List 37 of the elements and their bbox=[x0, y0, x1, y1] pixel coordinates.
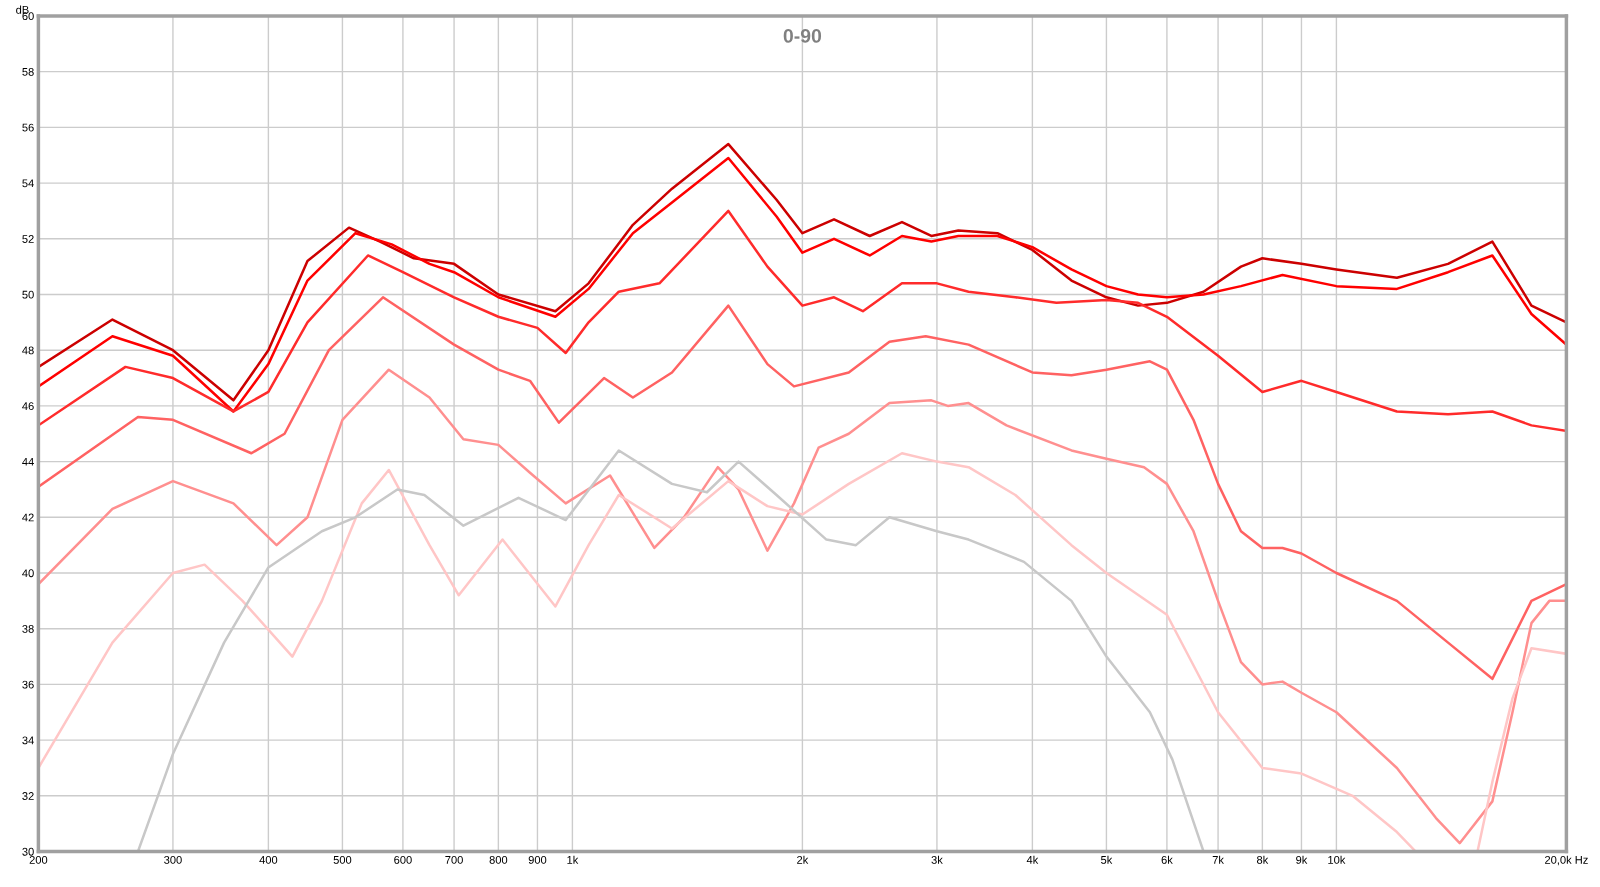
y-tick-label: 48 bbox=[22, 346, 34, 355]
y-tick-label: 50 bbox=[22, 290, 34, 299]
x-tick-label: 8k bbox=[1256, 855, 1269, 864]
y-tick-label: 40 bbox=[22, 569, 34, 578]
y-tick-label: 44 bbox=[22, 457, 34, 466]
y-axis-title: dB bbox=[16, 5, 29, 14]
x-tick-label: 1k bbox=[567, 855, 579, 864]
y-tick-label: 54 bbox=[22, 179, 34, 188]
x-tick-label: 3k bbox=[931, 855, 943, 864]
x-tick-label: 5k bbox=[1101, 855, 1113, 864]
y-tick-label: 52 bbox=[22, 235, 34, 243]
y-tick-label: 58 bbox=[22, 67, 34, 76]
x-tick-label: 6k bbox=[1161, 855, 1173, 864]
x-tick-label: 500 bbox=[333, 855, 352, 864]
text: 0-90 bbox=[783, 29, 822, 43]
y-tick-label: 42 bbox=[22, 513, 34, 522]
y-tick-label: 56 bbox=[22, 123, 34, 132]
x-tick-label: 7k bbox=[1212, 855, 1224, 864]
y-tick-label: 34 bbox=[22, 736, 34, 745]
x-tick-label: 2k bbox=[797, 855, 809, 864]
x-tick-label: 9k bbox=[1296, 855, 1308, 864]
x-tick-label: 600 bbox=[394, 855, 412, 864]
x-tick-label: 400 bbox=[259, 855, 278, 864]
y-tick-label: 60 bbox=[22, 12, 34, 21]
x-tick-label: 900 bbox=[528, 855, 547, 864]
y-tick-label: 38 bbox=[22, 624, 34, 633]
y-tick-label: 46 bbox=[22, 402, 34, 411]
x-tick-label: 800 bbox=[489, 855, 508, 864]
y-tick-label: 32 bbox=[22, 792, 34, 800]
x-tick-label: 200 bbox=[29, 855, 48, 864]
x-tick-label: 20,0k Hz bbox=[1545, 855, 1588, 866]
x-tick-label: 700 bbox=[445, 855, 463, 864]
x-tick-label: 10k bbox=[1328, 855, 1346, 864]
x-tick-label: 300 bbox=[164, 855, 182, 864]
x-tick-label: 4k bbox=[1026, 855, 1039, 864]
y-tick-label: 30 bbox=[22, 847, 34, 856]
y-tick-label: 36 bbox=[22, 680, 34, 689]
